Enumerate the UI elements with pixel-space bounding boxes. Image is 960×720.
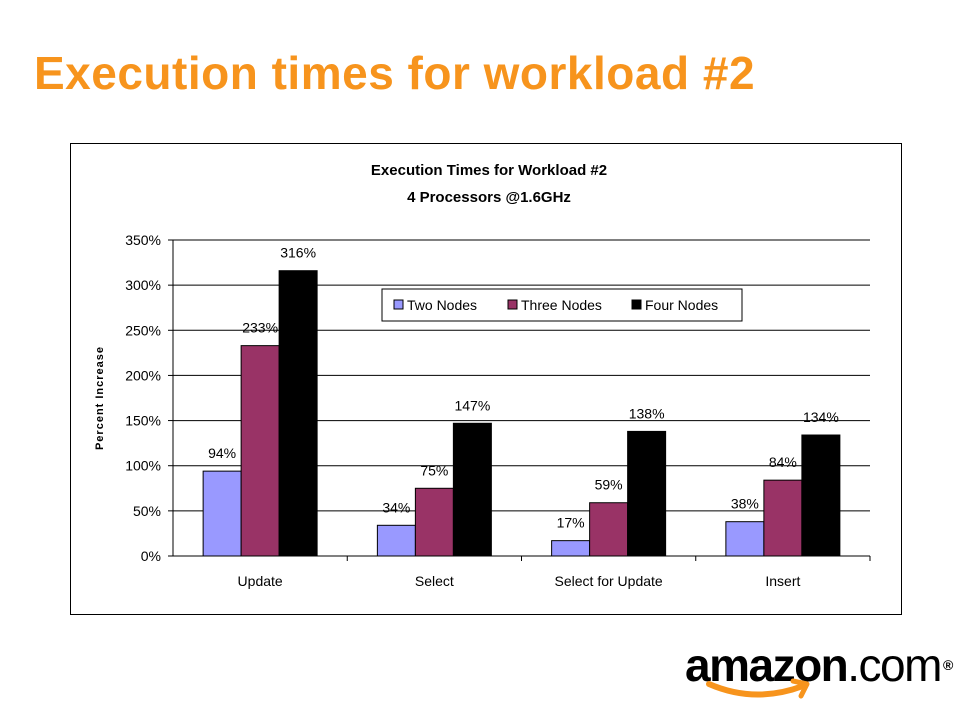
bar (240, 345, 280, 557)
legend-label: Three Nodes (521, 297, 602, 313)
bar-chart: Execution Times for Workload #2 4 Process… (94, 162, 871, 589)
legend-box (381, 288, 743, 322)
legend-label: Two Nodes (407, 297, 477, 313)
smile-arrow-icon (706, 678, 810, 699)
data-label: 59% (595, 477, 623, 493)
logo-registered-mark: ® (942, 657, 953, 673)
bar (551, 540, 591, 557)
x-tick-label: Select (415, 573, 454, 589)
chart-frame: Execution Times for Workload #2 4 Process… (70, 143, 902, 615)
bar (589, 502, 629, 557)
bar (725, 521, 765, 557)
x-tick-label: Update (238, 573, 283, 589)
bar (801, 434, 841, 557)
logo-wordmark: amazon.com ® (685, 639, 953, 691)
bar (202, 470, 242, 557)
bar (452, 422, 492, 557)
bar (278, 270, 318, 557)
y-tick-label: 300% (125, 277, 161, 293)
y-axis-label: Percent Increase (94, 346, 106, 450)
x-tick-label: Select for Update (555, 573, 663, 589)
legend-label: Four Nodes (645, 297, 718, 313)
y-tick-label: 150% (125, 413, 161, 429)
data-label: 17% (557, 515, 585, 531)
y-tick-label: 350% (125, 232, 161, 248)
data-label: 134% (803, 409, 839, 425)
y-tick-label: 100% (125, 458, 161, 474)
amazon-logo: amazon.com ® (685, 640, 953, 700)
data-label: 84% (769, 454, 797, 470)
y-tick-label: 50% (133, 503, 161, 519)
y-tick-label: 0% (141, 548, 161, 564)
logo-word-bold: amazon (685, 639, 849, 691)
data-label: 147% (454, 397, 490, 413)
data-label: 138% (629, 405, 665, 421)
y-tick-label: 250% (125, 322, 161, 338)
data-label: 38% (731, 496, 759, 512)
legend-swatch (631, 299, 642, 310)
bar (414, 487, 454, 557)
y-tick-label: 200% (125, 367, 161, 383)
bar (627, 430, 667, 557)
slide-title: Execution times for workload #2 (34, 47, 756, 99)
bar (376, 524, 416, 557)
legend-swatch (507, 299, 518, 310)
data-label: 94% (208, 445, 236, 461)
chart-title: Execution Times for Workload #2 (371, 162, 607, 179)
bar (763, 479, 803, 557)
legend-swatch (393, 299, 404, 310)
data-label: 34% (382, 499, 410, 515)
data-label: 316% (280, 245, 316, 261)
data-label: 233% (242, 320, 278, 336)
x-tick-label: Insert (765, 573, 800, 589)
logo-word-tail: .com (847, 639, 942, 691)
data-label: 75% (420, 462, 448, 478)
chart-subtitle: 4 Processors @1.6GHz (407, 189, 571, 206)
